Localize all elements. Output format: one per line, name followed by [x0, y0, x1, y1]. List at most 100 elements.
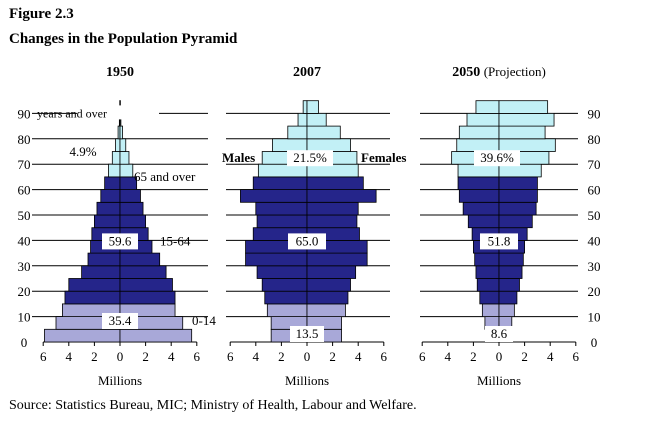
bar-female-15-19	[306, 290, 349, 305]
panel-title: 1950	[106, 65, 134, 80]
label-65-over: 65 and over	[134, 169, 196, 184]
y-tick-label: 60	[588, 183, 601, 198]
bar-male-15-19	[479, 290, 500, 305]
bar-female-55-59	[119, 189, 141, 203]
source-note: Source: Statistics Bureau, MIC; Ministry…	[9, 398, 417, 413]
y-tick-label: 0	[591, 335, 598, 350]
bar-male-25-29	[256, 265, 308, 279]
y-tick-label: 20	[588, 284, 601, 299]
label-bg	[77, 105, 159, 120]
share-65-over: 4.9%	[69, 144, 96, 159]
x-tick-label: 4	[253, 349, 260, 364]
figure-title: Changes in the Population Pyramid	[9, 31, 238, 47]
bar-female-90+	[306, 100, 319, 114]
x-tick-label: 4	[445, 349, 452, 364]
bar-female-45-49	[498, 214, 533, 229]
x-tick-label: 2	[278, 349, 285, 364]
bar-male-80-84	[458, 125, 500, 140]
share-0-14: 8.6	[491, 326, 508, 341]
label-bg	[287, 150, 333, 167]
bar-male-70-74	[111, 151, 121, 165]
y-tick-label: 0	[21, 335, 28, 350]
bar-female-60-64	[306, 176, 364, 190]
share-0-14: 35.4	[109, 313, 132, 328]
bar-female-45-49	[119, 214, 147, 229]
x-tick-label: 6	[40, 349, 47, 364]
y-tick-label: 30	[588, 259, 601, 274]
share-65-over: 21.5%	[293, 150, 327, 165]
bar-male-30-34	[87, 252, 121, 267]
x-tick-label: 4	[547, 349, 554, 364]
bar-female-70-74	[119, 151, 130, 165]
x-tick-label: 2	[329, 349, 336, 364]
bar-female-30-34	[498, 252, 524, 267]
bar-male-25-29	[81, 265, 121, 279]
bar-male-45-49	[94, 214, 121, 229]
bar-female-50-54	[306, 201, 359, 216]
bar-female-10-14	[498, 303, 515, 317]
x-tick-label: 0	[304, 349, 311, 364]
bar-male-25-29	[475, 265, 500, 279]
share-15-64: 59.6	[109, 233, 132, 248]
bar-female-60-64	[498, 176, 538, 190]
bar-male-10-14	[266, 303, 308, 317]
bar-male-55-59	[240, 189, 308, 203]
bar-male-60-64	[104, 176, 121, 190]
x-tick-label: 6	[573, 349, 580, 364]
bar-female-85-89	[498, 113, 555, 127]
bar-female-85-89	[306, 113, 327, 127]
bar-male-85-89	[466, 113, 500, 127]
bar-male-0-4	[44, 328, 121, 343]
figure-label: Figure 2.3	[9, 6, 74, 22]
y-tick-label: 80	[588, 132, 601, 147]
panel-title: 2050 (Projection)	[452, 64, 546, 80]
y-tick-label: 60	[18, 183, 31, 198]
x-tick-label: 6	[419, 349, 426, 364]
bar-male-15-19	[64, 290, 121, 305]
y-tick-label: 30	[18, 259, 31, 274]
bar-female-25-29	[119, 265, 167, 279]
bar-female-25-29	[498, 265, 523, 279]
bar-male-10-14	[481, 303, 500, 317]
bar-male-20-24	[476, 278, 500, 292]
bar-female-80-84	[119, 125, 123, 140]
label-bg	[290, 326, 324, 342]
panel-title: 2007	[293, 65, 321, 80]
bar-male-50-54	[96, 201, 121, 216]
bar-female-55-59	[498, 189, 538, 203]
label-bg	[485, 326, 513, 342]
males-label: Males	[222, 150, 255, 165]
x-tick-label: 2	[142, 349, 149, 364]
bar-male-15-19	[264, 290, 308, 305]
bar-female-90+	[498, 100, 549, 114]
bar-male-50-54	[462, 201, 500, 216]
y-tick-label: 40	[588, 233, 601, 248]
x-axis-label: Millions	[98, 373, 142, 388]
label-bg	[474, 150, 520, 167]
bar-male-55-59	[100, 189, 121, 203]
y-tick-label: 10	[18, 310, 31, 325]
bar-female-45-49	[306, 214, 358, 229]
bar-male-20-24	[68, 278, 121, 292]
bar-female-20-24	[498, 278, 520, 292]
bar-male-45-49	[467, 214, 500, 229]
bar-female-80-84	[498, 125, 546, 140]
bar-female-80-84	[306, 125, 341, 140]
x-tick-label: 4	[66, 349, 73, 364]
y-tick-label: 80	[18, 132, 31, 147]
x-tick-label: 2	[91, 349, 98, 364]
x-tick-label: 2	[521, 349, 528, 364]
females-label: Females	[361, 150, 406, 165]
y-tick-label: 90	[588, 106, 601, 121]
bar-female-0-4	[119, 328, 193, 343]
x-tick-label: 2	[470, 349, 477, 364]
x-tick-label: 6	[194, 349, 201, 364]
x-tick-label: 0	[496, 349, 503, 364]
x-tick-label: 0	[117, 349, 124, 364]
share-15-64: 65.0	[296, 233, 319, 248]
y-tick-label: 50	[18, 208, 31, 223]
bar-male-30-34	[474, 252, 500, 267]
share-65-over: 39.6%	[480, 150, 514, 165]
y-tick-label: 10	[588, 310, 601, 325]
